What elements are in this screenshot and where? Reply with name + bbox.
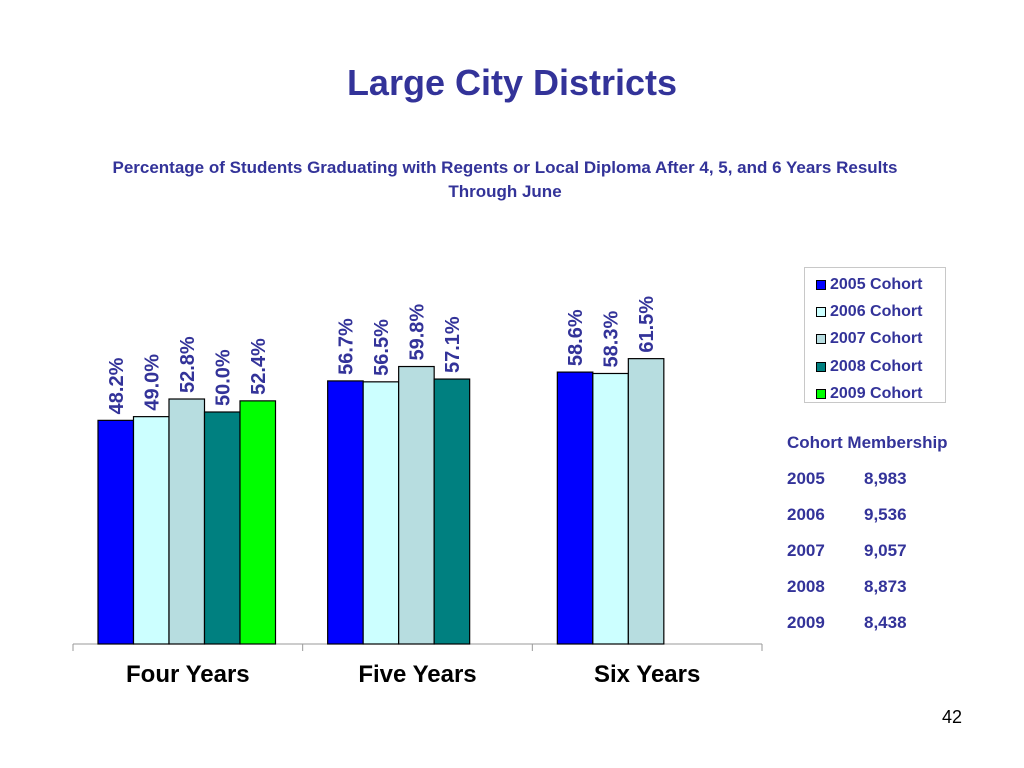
- legend-item: 2005 Cohort: [805, 271, 945, 298]
- data-label: 59.8%: [406, 304, 428, 361]
- bar: [239, 400, 277, 645]
- legend-label: 2006 Cohort: [830, 303, 923, 321]
- bar: [97, 419, 135, 645]
- chart-subtitle: Percentage of Students Graduating with R…: [112, 158, 898, 201]
- data-label: 56.5%: [371, 319, 393, 376]
- legend-swatch: [816, 307, 826, 318]
- cohort-row: 2008 8,873: [787, 577, 948, 613]
- slide-title: Large City Districts: [346, 62, 678, 103]
- cohort-year: 2009: [787, 613, 825, 632]
- legend-item: 2007 Cohort: [805, 326, 945, 353]
- bar: [203, 411, 241, 645]
- cohort-year: 2008: [787, 577, 825, 596]
- cohort-year: 2007: [787, 541, 825, 560]
- data-label: 58.6%: [565, 309, 587, 366]
- cohort-row: 2007 9,057: [787, 541, 948, 577]
- data-label: 48.2%: [106, 357, 128, 414]
- cohort-row: 2009 8,438: [787, 613, 948, 649]
- legend-label: 2005 Cohort: [830, 275, 923, 293]
- legend-item: 2008 Cohort: [805, 353, 945, 380]
- legend-swatch: [816, 334, 826, 345]
- data-label: 49.0%: [141, 354, 163, 411]
- data-label: 58.3%: [601, 311, 623, 368]
- chart-legend: 2005 Cohort 2006 Cohort 2007 Cohort 2008…: [804, 267, 946, 403]
- cohort-count: 8,983: [864, 469, 907, 488]
- legend-item: 2006 Cohort: [805, 298, 945, 325]
- cohort-count: 8,873: [864, 577, 907, 596]
- legend-label: 2007 Cohort: [830, 330, 923, 348]
- legend-label: 2009 Cohort: [830, 385, 923, 403]
- bar: [592, 372, 629, 645]
- data-label: 61.5%: [636, 296, 658, 353]
- legend-label: 2008 Cohort: [830, 357, 923, 375]
- bar: [327, 380, 364, 645]
- data-label: 52.8%: [177, 336, 199, 393]
- x-tick-label: Six Years: [594, 661, 700, 688]
- cohort-year: 2006: [787, 505, 825, 524]
- bar: [132, 416, 170, 645]
- cohort-count: 9,536: [864, 505, 907, 524]
- legend-swatch: [816, 389, 826, 400]
- x-tick-label: Five Years: [358, 661, 476, 688]
- legend-item: 2009 Cohort: [805, 381, 945, 408]
- data-label: 50.0%: [212, 349, 234, 406]
- legend-swatch: [816, 361, 826, 372]
- page-number: 42: [942, 707, 963, 727]
- cohort-year: 2005: [787, 469, 825, 488]
- legend-swatch: [816, 279, 826, 290]
- data-label: 52.4%: [248, 338, 270, 395]
- data-label: 56.7%: [335, 318, 357, 375]
- bar: [168, 398, 206, 645]
- bar: [556, 371, 594, 645]
- cohort-membership-table: Cohort Membership 2005 8,983 2006 9,536 …: [787, 433, 948, 649]
- cohort-count: 9,057: [864, 541, 907, 560]
- cohort-row: 2005 8,983: [787, 469, 948, 505]
- bar: [433, 378, 471, 645]
- x-tick-label: Four Years: [126, 661, 250, 688]
- cohort-membership-title: Cohort Membership: [787, 433, 948, 452]
- data-label: 57.1%: [442, 316, 464, 373]
- bar: [398, 365, 435, 645]
- cohort-count: 8,438: [864, 613, 907, 632]
- bar: [627, 358, 665, 645]
- bar: [362, 381, 400, 645]
- cohort-row: 2006 9,536: [787, 505, 948, 541]
